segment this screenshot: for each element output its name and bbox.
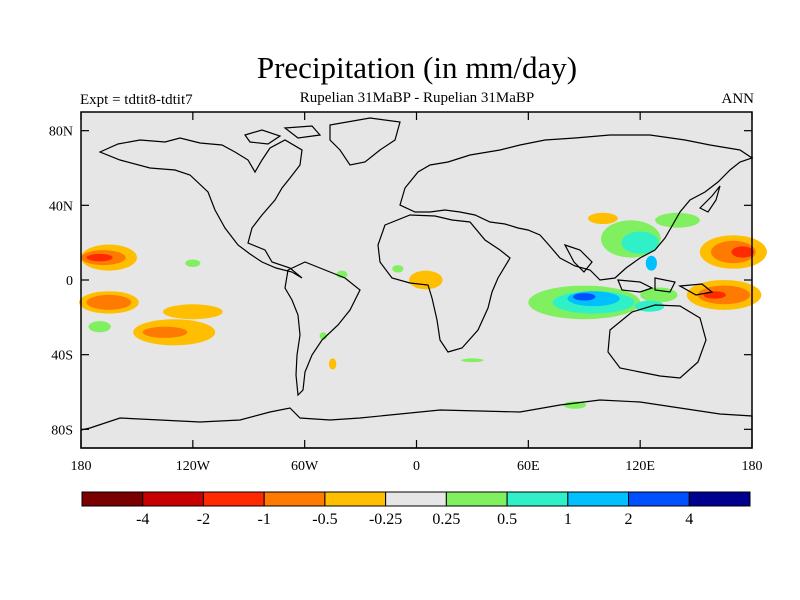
precip-field-6-0 <box>573 293 596 301</box>
page-title: Precipitation (in mm/day) <box>256 50 578 85</box>
colorbar-label: -2 <box>197 511 210 528</box>
colorbar: -4 -2 -1 -0.5 -0.25 0.25 0.5 1 2 4 <box>81 491 751 528</box>
x-tick-label: 120W <box>176 459 211 474</box>
colorbar-swatch-9 <box>628 491 690 507</box>
colorbar-swatch-0 <box>81 491 144 507</box>
y-tick-label: 80N <box>49 125 73 140</box>
y-tick-label: 0 <box>66 274 73 289</box>
precip-field-0-2 <box>163 304 223 320</box>
y-tick-label: 80S <box>51 423 73 438</box>
y-tick-label: 40N <box>49 199 73 214</box>
colorbar-swatch-1 <box>142 491 204 507</box>
x-tick-label: 0 <box>413 459 420 474</box>
colorbar-swatch-5 <box>385 491 447 507</box>
colorbar-swatch-10 <box>688 491 751 507</box>
precip-field-4-1 <box>621 231 659 254</box>
precip-field-0-4 <box>409 270 443 290</box>
precip-field-0-7 <box>587 212 618 224</box>
colorbar-label: 4 <box>685 511 693 528</box>
precip-field-2-2 <box>703 291 726 299</box>
colorbar-swatch-8 <box>567 491 630 507</box>
precip-field-3-8 <box>563 401 587 409</box>
x-tick-label: 180 <box>742 459 763 474</box>
precip-field-3-6 <box>392 265 404 273</box>
precip-field-3-7 <box>461 358 484 363</box>
colorbar-label: 0.5 <box>497 511 517 528</box>
precip-field-0-8 <box>328 358 337 370</box>
colorbar-label: -1 <box>258 511 271 528</box>
colorbar-swatch-3 <box>263 491 326 507</box>
colorbar-label: 1 <box>564 511 572 528</box>
map-axes: 80N 40N 0 40S 80S 180 120W 60W 0 60E 120E 180 <box>49 112 763 474</box>
colorbar-swatch-6 <box>445 491 508 507</box>
precipitation-anomaly-fields <box>79 212 767 409</box>
x-tick-label: 120E <box>625 459 655 474</box>
experiment-label: Expt = tdtit8-tdtit7 <box>80 92 193 108</box>
map-subtitle: Rupelian 31MaBP - Rupelian 31MaBP <box>299 90 535 106</box>
colorbar-label: 2 <box>625 511 633 528</box>
colorbar-label: -0.5 <box>312 511 337 528</box>
precip-field-1-2 <box>142 326 188 338</box>
colorbar-label: -0.25 <box>369 511 402 528</box>
precip-field-2-1 <box>731 246 754 258</box>
colorbar-label: -4 <box>136 511 149 528</box>
precip-field-3-2 <box>655 212 700 228</box>
precip-field-2-0 <box>86 253 113 262</box>
colorbar-swatch-2 <box>202 491 265 507</box>
precip-field-1-1 <box>86 294 132 310</box>
x-tick-label: 60E <box>517 459 540 474</box>
precip-field-3-4 <box>185 259 201 267</box>
precip-field-5-1 <box>645 255 657 271</box>
y-tick-label: 40S <box>51 349 73 364</box>
precip-field-3-9 <box>88 321 111 333</box>
season-label: ANN <box>721 91 755 107</box>
colorbar-label: 0.25 <box>432 511 460 528</box>
colorbar-swatch-4 <box>324 491 387 507</box>
x-tick-label: 180 <box>71 459 92 474</box>
precip-field-3-5 <box>319 332 328 340</box>
x-tick-label: 60W <box>291 459 319 474</box>
colorbar-swatch-7 <box>506 491 569 507</box>
